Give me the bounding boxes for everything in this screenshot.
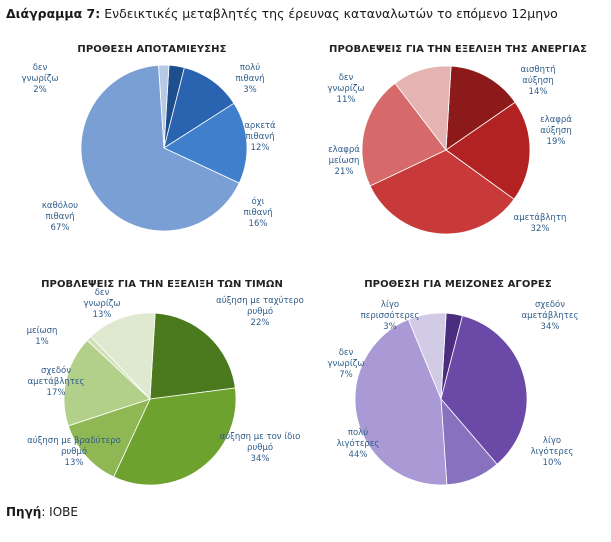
chart-title: ΠΡΟΘΕΣΗ ΓΙΑ ΜΕΙΖΟΝΕΣ ΑΓΟΡΕΣ: [364, 279, 552, 290]
data-label-αυξηση-με-βραδυτερο-ρυθμο: αύξηση με βραδύτερο ρυθμό 13%: [27, 435, 121, 468]
data-label-δεν-γνωριζω: δεν γνωρίζω 2%: [22, 63, 59, 95]
data-label-καθολου-πιθανη: καθόλου πιθανή 67%: [42, 200, 78, 233]
pie-slice-αρκετα-πιθανη: [163, 67, 235, 149]
source-note: Πηγή: ΙΟΒΕ: [6, 505, 78, 519]
savings-pie: πολύ πιθανή 3% αρκετά πιθανή 12% όχι πιθανή 16% κ…: [22, 62, 277, 233]
purchases-pie: λίγο περισσότερες 3% σχεδόν αμετάβλητες 34% λί…: [328, 299, 579, 486]
data-label-αυξηση-με-τον-ιδιο-ρυθμο: αύξηση με τον ίδιο ρυθμό 34%: [220, 431, 301, 464]
data-label-ελαφρα-αυξηση: ελαφρά αύξηση 19%: [540, 115, 572, 147]
data-label-λιγο-περισσοτερες: λίγο περισσότερες 3%: [361, 300, 420, 332]
figure-title: Διάγραμμα 7: Ενδεικτικές μεταβλητές της …: [6, 6, 558, 21]
pie-slice-αισθητη-αυξηση: [445, 65, 516, 151]
pie-slice-πολυ-λιγοτερες: [354, 318, 448, 486]
pie-slice-αμεταβλητη: [369, 149, 515, 235]
data-label-αρκετα-πιθανη: αρκετά πιθανή 12%: [244, 121, 276, 153]
pie-slice-αυξηση-με-ταχυτερο-ρυθμο: [149, 312, 236, 400]
prices-pie-panel: ΠΡΟΒΛΕΨΕΙΣ ΓΙΑ ΤΗΝ ΕΞΕΛΙΞΗ ΤΩΝ ΤΙΜΩΝ αύξ…: [22, 275, 304, 490]
source-text: : ΙΟΒΕ: [41, 505, 78, 519]
pie-slice-ελαφρα-μειωση: [361, 82, 447, 187]
chart-title: ΠΡΟΘΕΣΗ ΑΠΟΤΑΜΙΕΥΣΗΣ: [77, 44, 227, 55]
data-label-δεν-γνωριζω: δεν γνωρίζω 13%: [84, 288, 121, 320]
savings-pie-panel: ΠΡΟΘΕΣΗ ΑΠΟΤΑΜΙΕΥΣΗΣ πολύ πιθανή 3% αρκετά π…: [22, 40, 282, 245]
chart-title: ΠΡΟΒΛΕΨΕΙΣ ΓΙΑ ΤΗΝ ΕΞΕΛΙΞΗ ΤΩΝ ΤΙΜΩΝ: [41, 279, 283, 290]
pie-slice-σχεδον-αμεταβλητες: [440, 315, 528, 465]
data-label-αισθητη-αυξηση: αισθητή αύξηση 14%: [521, 65, 556, 97]
data-label-σχεδον-αμεταβλητες: σχεδόν αμετάβλητες 17%: [28, 365, 85, 398]
data-label-δεν-γνωριζω: δεν γνωρίζω 11%: [328, 73, 365, 105]
pie-slice-σχεδον-αμεταβλητες: [63, 339, 151, 427]
pie-slice-καθολου-πιθανη: [80, 64, 240, 232]
pie-slice-δεν-γνωριζω: [90, 312, 156, 400]
pie-slice-δεν-γνωριζω: [394, 65, 452, 152]
data-label-ελαφρα-μειωση: ελαφρά μείωση 21%: [328, 145, 360, 177]
prices-pie: αύξηση με ταχύτερο ρυθμό 22% αύξηση με τον …: [27, 288, 304, 486]
data-label-σχεδον-αμεταβλητες: σχεδόν αμετάβλητες 34%: [522, 299, 579, 332]
pie-slice-οχι-πιθανη: [163, 102, 248, 184]
data-label-λιγο-λιγοτερες: λίγο λιγότερες 10%: [531, 436, 574, 468]
figure-title-text: Ενδεικτικές μεταβλητές της έρευνας καταν…: [100, 6, 558, 21]
unemployment-pie-panel: ΠΡΟΒΛΕΨΕΙΣ ΓΙΑ ΤΗΝ ΕΞΕΛΙΞΗ ΤΗΣ ΑΝΕΡΓΙΑΣ …: [318, 40, 598, 245]
pie-slice-δεν-γνωριζω: [158, 64, 170, 149]
pie-slice-δεν-γνωριζω: [407, 312, 447, 400]
data-label-αυξηση-με-ταχυτερο-ρυθμο: αύξηση με ταχύτερο ρυθμό 22%: [216, 295, 304, 328]
unemployment-pie: αισθητή αύξηση 14% ελαφρά αύξηση 19% αμετάβλητ…: [328, 65, 572, 235]
data-label-πολυ-πιθανη: πολύ πιθανή 3%: [236, 62, 265, 95]
chart-title: ΠΡΟΒΛΕΨΕΙΣ ΓΙΑ ΤΗΝ ΕΞΕΛΙΞΗ ΤΗΣ ΑΝΕΡΓΙΑΣ: [328, 44, 588, 55]
pie-slice-ελαφρα-αυξηση: [445, 101, 531, 200]
source-label: Πηγή: [6, 505, 42, 519]
data-label-πολυ-λιγοτερες: πολύ λιγότερες 44%: [337, 427, 380, 460]
pie-slice-αυξηση-με-βραδυτερο-ρυθμο: [67, 398, 151, 478]
data-label-οχι-πιθανη: όχι πιθανή 16%: [244, 196, 273, 229]
figure-title-bold: Διάγραμμα 7:: [6, 6, 101, 21]
data-label-μειωση: μείωση 1%: [27, 326, 58, 347]
data-label-αμεταβλητη: αμετάβλητη 32%: [514, 213, 567, 234]
data-label-δεν-γνωριζω: δεν γνωρίζω 7%: [328, 348, 365, 380]
purchases-pie-panel: ΠΡΟΘΕΣΗ ΓΙΑ ΜΕΙΖΟΝΕΣ ΑΓΟΡΕΣ λίγο περισσότ…: [318, 275, 598, 490]
